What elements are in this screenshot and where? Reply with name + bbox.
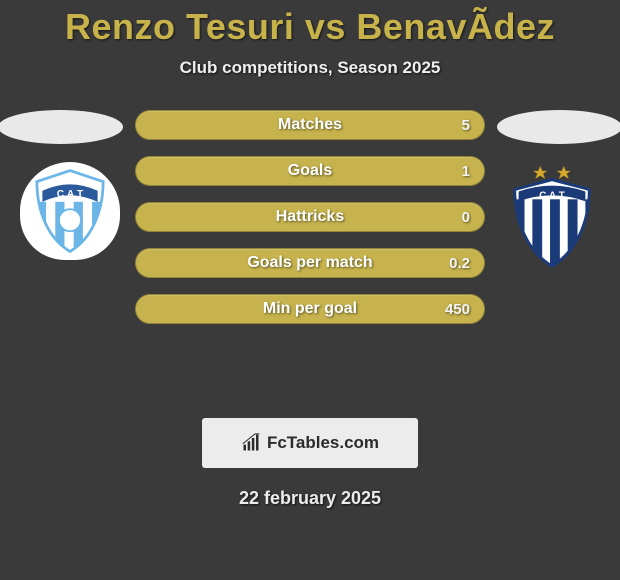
stat-value: 450 — [445, 295, 470, 323]
stat-row: Goals per match 0.2 — [135, 248, 485, 278]
stat-row: Goals 1 — [135, 156, 485, 186]
shield-icon: C.A.T — [502, 162, 602, 270]
content-area: C.A.T — [0, 106, 620, 406]
stat-row: Hattricks 0 — [135, 202, 485, 232]
player-oval-right — [497, 110, 620, 144]
page-subtitle: Club competitions, Season 2025 — [0, 58, 620, 78]
comparison-card: Renzo Tesuri vs BenavÃ­dez Club competit… — [0, 0, 620, 509]
stat-row: Matches 5 — [135, 110, 485, 140]
stat-label: Goals per match — [136, 249, 484, 277]
brand-text: FcTables.com — [267, 433, 379, 453]
stats-list: Matches 5 Goals 1 Hattricks 0 Goals per … — [135, 110, 485, 340]
brand-box[interactable]: FcTables.com — [202, 418, 418, 468]
bar-chart-icon — [241, 433, 261, 453]
badge-right-text: C.A.T — [539, 190, 565, 201]
club-badge-right: C.A.T — [502, 166, 602, 266]
stat-label: Hattricks — [136, 203, 484, 231]
stat-label: Goals — [136, 157, 484, 185]
stat-value: 0 — [462, 203, 470, 231]
stat-label: Min per goal — [136, 295, 484, 323]
player-oval-left — [0, 110, 123, 144]
stat-label: Matches — [136, 111, 484, 139]
stat-value: 5 — [462, 111, 470, 139]
page-title: Renzo Tesuri vs BenavÃ­dez — [0, 6, 620, 48]
date-text: 22 february 2025 — [0, 488, 620, 509]
stat-value: 0.2 — [449, 249, 470, 277]
stat-row: Min per goal 450 — [135, 294, 485, 324]
stat-value: 1 — [462, 157, 470, 185]
shield-icon: C.A.T — [24, 165, 116, 257]
club-badge-left: C.A.T — [20, 162, 120, 260]
badge-left-text: C.A.T — [57, 189, 84, 200]
